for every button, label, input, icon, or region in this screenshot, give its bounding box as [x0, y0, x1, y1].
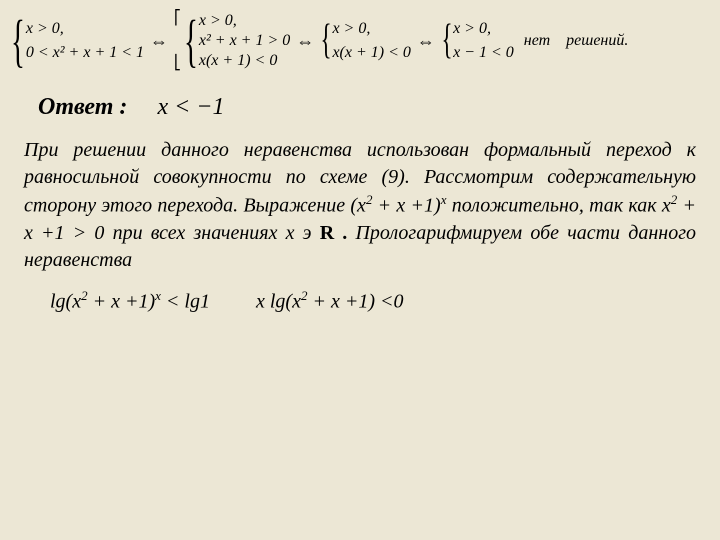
sys1-line1: x > 0,	[26, 20, 144, 38]
log-inequality-line: lg(x2 + x +1)x < lg1 x lg(x2 + x +1) <0	[0, 274, 720, 314]
left-brace-2: {	[184, 15, 198, 67]
system-2-lines: x > 0, x² + x + 1 > 0 x(x + 1) < 0	[199, 12, 290, 70]
para-t3: положительно, так как х	[446, 195, 670, 217]
square-bracket-top: ⎡⎣	[174, 10, 181, 72]
log-left-a: lg(x	[50, 290, 81, 312]
sys2-line3: x(x + 1) < 0	[199, 52, 290, 70]
system-4: { x > 0, x − 1 < 0	[441, 20, 514, 62]
system-2: ⎡⎣ { x > 0, x² + x + 1 > 0 x(x + 1) < 0	[174, 10, 290, 72]
system-3-lines: x > 0, x(x + 1) < 0	[332, 20, 410, 62]
sys2-line1: x > 0,	[199, 12, 290, 30]
left-brace-4: {	[441, 22, 452, 60]
sys4-line2: x − 1 < 0	[453, 44, 514, 62]
left-brace-3: {	[321, 22, 332, 60]
equiv-1: ⇔	[150, 31, 168, 52]
log-right-b: + x +1) <0	[307, 290, 403, 312]
system-3: { x > 0, x(x + 1) < 0	[320, 20, 411, 62]
equivalence-chain: { x > 0, 0 < x² + x + 1 < 1 ⇔ ⎡⎣ { x > 0…	[0, 0, 720, 72]
answer-line: Ответ : x < −1	[0, 72, 720, 137]
system-1: { x > 0, 0 < x² + x + 1 < 1	[10, 15, 144, 67]
left-brace-1: {	[11, 15, 25, 67]
explanation-paragraph: При решении данного неравенства использо…	[0, 137, 720, 274]
sys3-line1: x > 0,	[332, 20, 410, 38]
sys2-line2: x² + x + 1 > 0	[199, 32, 290, 50]
para-bold-R: R .	[320, 222, 348, 244]
answer-label: Ответ :	[38, 94, 127, 120]
system-4-lines: x > 0, x − 1 < 0	[453, 20, 514, 62]
sys3-line2: x(x + 1) < 0	[332, 44, 410, 62]
equiv-2: ⇔	[296, 31, 314, 52]
log-right-a: x lg(x	[256, 290, 301, 312]
log-left-c: < lg1	[161, 290, 210, 312]
log-left-b: + x +1)	[88, 290, 156, 312]
sys4-line1: x > 0,	[453, 20, 514, 38]
no-solutions-text: нет решений.	[524, 32, 629, 50]
sys1-line2: 0 < x² + x + 1 < 1	[26, 44, 144, 62]
system-1-lines: x > 0, 0 < x² + x + 1 < 1	[26, 20, 144, 62]
log-right: x lg(x2 + x +1) <0	[256, 288, 404, 314]
log-left: lg(x2 + x +1)x < lg1	[50, 288, 210, 314]
equiv-3: ⇔	[417, 31, 435, 52]
answer-value: x < −1	[157, 94, 224, 120]
para-t2: + х +1)	[372, 195, 440, 217]
